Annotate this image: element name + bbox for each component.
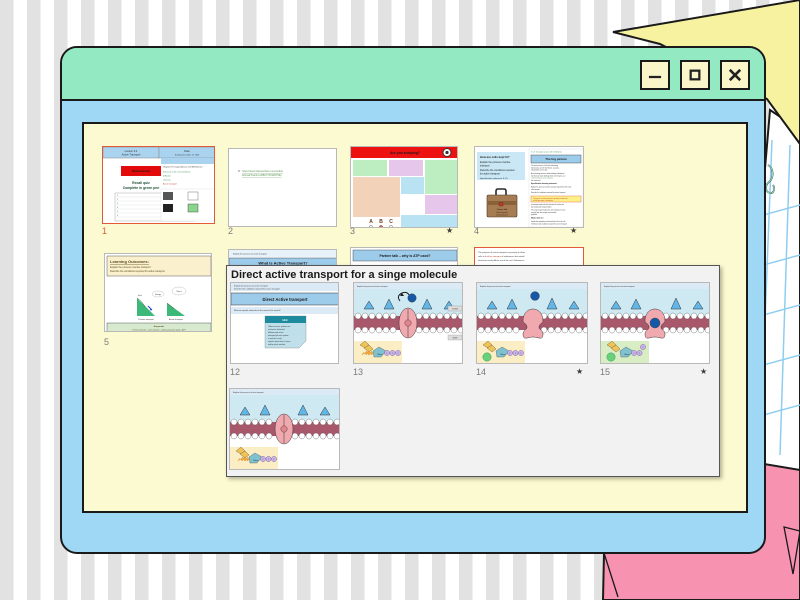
svg-text:involved in facilitated: involved in facilitated bbox=[268, 328, 285, 331]
svg-text:Active Transport: Active Transport bbox=[122, 153, 141, 157]
svg-text:Diffusion: Diffusion bbox=[163, 176, 171, 178]
svg-text:The purpose of active transpor: The purpose of active transport is prima… bbox=[478, 251, 525, 254]
svg-text:P: P bbox=[642, 347, 643, 349]
svg-text:specific about what it carries: specific about what it carries bbox=[268, 340, 291, 343]
svg-text:Energy: Energy bbox=[155, 294, 161, 296]
svg-text:Different carrier proteins are: Different carrier proteins are bbox=[268, 325, 290, 328]
svg-text:P: P bbox=[509, 353, 510, 355]
svg-text:Ribose: Ribose bbox=[253, 460, 259, 462]
svg-text:Explain the process of active: Explain the process of active transport bbox=[604, 285, 635, 288]
svg-text:Takes a: Takes a bbox=[176, 291, 182, 293]
svg-text:Explain the process of active: Explain the process of active transport bbox=[110, 266, 151, 269]
svg-text:and by which method: and by which method bbox=[268, 343, 285, 346]
svg-text:Describe the conditions requir: Describe the conditions required for act… bbox=[110, 270, 165, 273]
svg-text:A: A bbox=[369, 219, 373, 225]
svg-text:Maths skills 3.1: Maths skills 3.1 bbox=[531, 217, 543, 220]
svg-text:otherwise easily diffuse out o: otherwise easily diffuse out of the cell… bbox=[478, 259, 524, 262]
svg-text:Explain the process of active: Explain the process of active transport bbox=[234, 284, 268, 287]
svg-text:P: P bbox=[397, 353, 398, 355]
svg-text:transport: transport bbox=[480, 165, 490, 168]
svg-text:Explain the process of active: Explain the process of active transport bbox=[357, 285, 388, 288]
svg-text:P: P bbox=[273, 459, 274, 461]
svg-text:Keywords: Keywords bbox=[154, 326, 165, 328]
svg-text:Ribose: Ribose bbox=[500, 354, 506, 356]
svg-text:P: P bbox=[633, 353, 634, 355]
svg-text:Explain the process of active: Explain the process of active transport bbox=[233, 391, 264, 394]
svg-text:P: P bbox=[515, 353, 516, 355]
svg-text:Specification reference 3.1.5: Specification reference 3.1.5 bbox=[480, 177, 509, 180]
svg-text:P: P bbox=[268, 459, 269, 461]
svg-text:Learning Outcomes:: Learning Outcomes: bbox=[110, 259, 149, 264]
svg-text:OUTSIDE: OUTSIDE bbox=[452, 309, 458, 311]
svg-text:P: P bbox=[386, 353, 387, 355]
svg-text:Active transport: Active transport bbox=[169, 318, 183, 321]
svg-text:for active transport: for active transport bbox=[480, 173, 500, 176]
svg-text:Hint: Hint bbox=[282, 318, 287, 322]
svg-text:festival?back=en8827753328799o: festival?back=en8827753328799o bbox=[242, 173, 282, 177]
svg-text:P: P bbox=[520, 353, 521, 355]
svg-text:Partner talk – why is ATP used: Partner talk – why is ATP used? bbox=[379, 254, 430, 258]
svg-text:Chapter 8 Transport Across Cel: Chapter 8 Transport Across Cell Membrane… bbox=[163, 166, 202, 169]
svg-text:Complete in green pen: Complete in green pen bbox=[123, 186, 160, 190]
svg-text:Lesson 6.4: Lesson 6.4 bbox=[125, 149, 138, 153]
svg-text:Sunday December 17 2023: Sunday December 17 2023 bbox=[175, 155, 200, 157]
svg-text:3.1.5 Transport across cell me: 3.1.5 Transport across cell membranes bbox=[531, 151, 562, 154]
svg-text:Explain the process of active: Explain the process of active transport bbox=[480, 285, 511, 288]
svg-text:https://www.classonlane.com/on: https://www.classonlane.com/online bbox=[242, 169, 284, 173]
svg-text:P: P bbox=[392, 353, 393, 355]
svg-text:Ribose: Ribose bbox=[377, 354, 383, 356]
svg-text:P: P bbox=[262, 459, 263, 461]
svg-text:The big picture: The big picture bbox=[545, 157, 567, 161]
svg-text:P: P bbox=[639, 353, 640, 355]
svg-text:cells to build up storages of: cells to build up storages of substances… bbox=[478, 255, 525, 258]
svg-text:Specification learning outcome: Specification learning outcomes bbox=[531, 182, 557, 185]
svg-text:B: B bbox=[379, 219, 383, 225]
svg-text:is specific to only: is specific to only bbox=[268, 337, 282, 340]
svg-text:How are cells kept fit?: How are cells kept fit? bbox=[480, 155, 510, 159]
svg-text:Are you studying?: Are you studying? bbox=[390, 151, 420, 155]
svg-text:C: C bbox=[389, 219, 393, 225]
svg-text:diffusion and active: diffusion and active bbox=[268, 331, 283, 334]
svg-text:Passive transport: Passive transport bbox=[138, 318, 154, 321]
svg-text:Recall quiz: Recall quiz bbox=[132, 181, 150, 185]
svg-text:Date: Date bbox=[184, 149, 190, 153]
svg-text:Describe the conditions requir: Describe the conditions required for act… bbox=[234, 288, 280, 291]
svg-text:Structure of the cell membrane: Structure of the cell membrane bbox=[163, 171, 191, 174]
svg-text:Explain the process of active: Explain the process of active transport bbox=[233, 253, 267, 256]
svg-text:Direct Active transport: Direct Active transport bbox=[263, 297, 309, 302]
svg-text:Protein channels - carrier pro: Protein channels - carrier proteins - so… bbox=[133, 329, 187, 332]
svg-text:Ribose: Ribose bbox=[624, 354, 630, 356]
svg-text:transport but each protein: transport but each protein bbox=[268, 334, 288, 337]
svg-text:Fast!: Fast! bbox=[138, 294, 142, 297]
svg-text:What are specific molecules in: What are specific molecules in the vesse… bbox=[234, 309, 281, 312]
svg-text:Retrieval task: Retrieval task bbox=[132, 169, 151, 173]
svg-text:Osmosis: Osmosis bbox=[163, 180, 171, 182]
svg-text:Active transport: Active transport bbox=[163, 183, 177, 186]
svg-text:INSIDE: INSIDE bbox=[453, 338, 458, 340]
svg-text:Career link: Career link bbox=[497, 209, 508, 211]
